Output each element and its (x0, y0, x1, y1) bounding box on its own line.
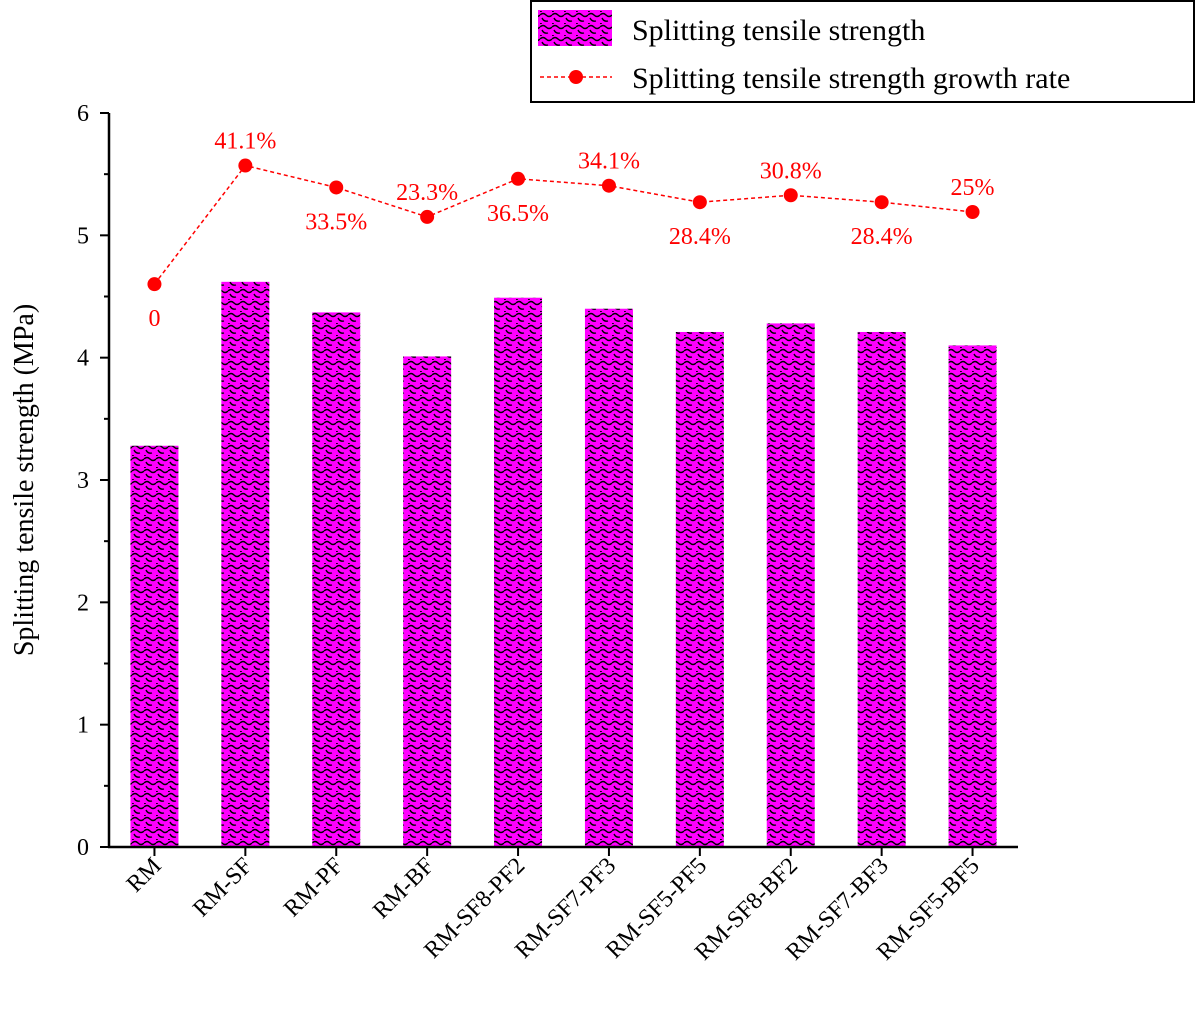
bar-rm-bf (403, 356, 452, 847)
growth-rate-point (965, 205, 980, 220)
y-tick-label: 1 (77, 713, 89, 739)
bar-rm-sf (221, 281, 270, 847)
growth-rate-point (601, 178, 616, 193)
bar-rm-sf7-pf3 (584, 308, 633, 847)
bar-rm-sf5-bf5 (948, 345, 997, 847)
y-tick-label: 5 (77, 223, 89, 249)
y-tick-label: 4 (77, 346, 89, 372)
bar-rm-sf7-bf3 (857, 331, 906, 847)
growth-rate-label: 41.1% (214, 129, 276, 155)
growth-rate-line (153, 164, 973, 285)
y-axis-label: Splitting tensile strength (MPa) (9, 304, 40, 656)
growth-rate-point (692, 195, 707, 210)
legend-swatch-bar (538, 10, 612, 46)
growth-rate-point (783, 188, 798, 203)
growth-rate-point (511, 171, 526, 186)
growth-rate-label: 28.4% (669, 224, 731, 250)
growth-rate-label: 33.5% (305, 209, 367, 235)
legend-swatch-marker (569, 70, 583, 84)
bar-rm-sf8-bf2 (766, 323, 815, 847)
growth-rate-label: 36.5% (487, 201, 549, 227)
y-tick-label: 0 (77, 835, 89, 861)
legend-label-bar: Splitting tensile strength (632, 14, 925, 47)
bar-rm-sf5-pf5 (675, 331, 724, 847)
x-tick-label: RM-SF (188, 853, 257, 922)
x-tick-label: RM-PF (279, 853, 348, 922)
bar-rm-sf8-pf2 (494, 297, 543, 847)
y-tick-label: 2 (77, 590, 89, 616)
legend: Splitting tensile strength Splitting ten… (530, 0, 1195, 103)
growth-rate-label: 25% (951, 175, 995, 201)
growth-rate-point (147, 277, 162, 292)
growth-rate-label: 30.8% (760, 158, 822, 184)
growth-rate-point (874, 195, 889, 210)
growth-rate-point (329, 180, 344, 195)
growth-rate-label: 34.1% (578, 149, 640, 175)
legend-label-line: Splitting tensile strength growth rate (632, 62, 1070, 95)
growth-rate-label: 0 (148, 306, 160, 332)
x-tick-label: RM-BF (368, 853, 439, 924)
y-tick-label: 6 (77, 101, 89, 127)
bar-rm (130, 445, 179, 847)
growth-rate-point (238, 158, 253, 173)
growth-rate-label: 28.4% (851, 224, 913, 250)
y-tick-label: 3 (77, 468, 89, 494)
bar-rm-pf (312, 312, 361, 847)
growth-rate-label: 23.3% (396, 180, 458, 206)
x-tick-label: RM (122, 853, 167, 898)
growth-rate-point (420, 209, 435, 224)
